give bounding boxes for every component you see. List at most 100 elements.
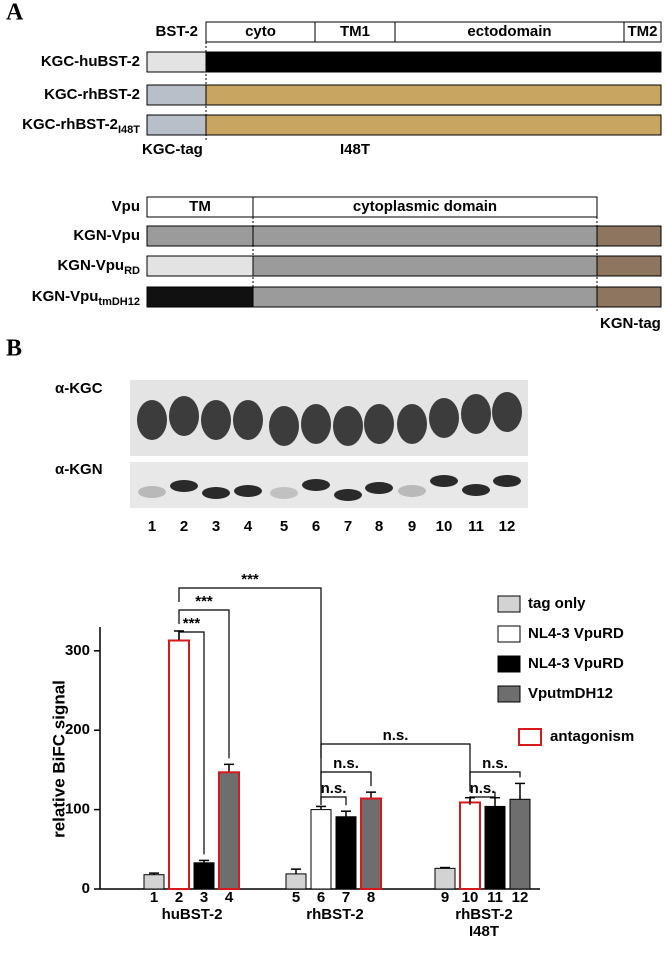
y-tick-label: 300 [65,642,90,659]
domain-label: TM [189,198,211,215]
significance-label: n.s. [482,755,508,772]
segment [205,84,662,106]
bar [310,809,332,890]
bar [335,816,357,890]
lane-label: 2 [175,889,183,906]
label-text: KGC-huBST-2 [41,53,140,70]
bar [168,639,190,890]
segment [146,84,207,106]
segment [146,51,207,73]
domain-label: TM2 [628,23,658,40]
bar [509,798,531,890]
segment [146,255,254,277]
band [201,400,231,440]
domain-label: cyto [245,23,276,40]
significance-label: n.s. [470,780,496,797]
significance-bracket [320,743,471,792]
row-label: KGN-VpuRD [57,257,140,277]
lane-label: 9 [441,889,449,906]
domain-label: ectodomain [467,23,551,40]
blot-label: α-KGN [55,461,103,478]
bar [459,801,481,891]
band [364,404,394,444]
lane-label: 12 [512,889,529,906]
label-subscript: I48T [118,124,140,136]
band [334,489,362,501]
significance-bracket [178,587,322,801]
lane-label: 2 [180,518,188,535]
significance-label: n.s. [333,755,359,772]
panel-label: B [6,336,22,362]
bar [360,797,382,890]
label-text: KGC-rhBST-2 [44,86,140,103]
y-tick-label: 200 [65,721,90,738]
legend-label: tag only [528,595,586,612]
legend-swatch [497,595,521,613]
x-category-label: rhBST-2 [306,906,364,923]
segment [146,225,254,247]
band [333,406,363,446]
significance-bracket [320,771,372,787]
y-axis-title: relative BiFC signal [49,680,68,838]
label-text: KGN-Vpu [32,288,99,305]
lane-label: 6 [317,889,325,906]
band [492,392,522,432]
domain-label: TM1 [340,23,370,40]
lane-label: 4 [225,889,234,906]
significance-label: n.s. [321,780,347,797]
band [234,485,262,497]
lane-label: 8 [375,518,383,535]
band [138,486,166,498]
legend-swatch [518,728,542,746]
segment [252,286,598,308]
row-label: KGC-huBST-2 [41,53,140,70]
band [429,398,459,438]
y-tick-label: 0 [82,880,90,897]
band [301,404,331,444]
band [462,484,490,496]
label-subscript: RD [124,265,140,277]
tag-label: KGC-tag [142,141,203,158]
segment [596,286,662,308]
label-subscript: tmDH12 [98,296,140,308]
lane-label: 7 [344,518,352,535]
label-text: KGN-Vpu [73,227,140,244]
band [430,475,458,487]
mutation-label: I48T [340,141,370,158]
segment [146,114,207,136]
segment [146,286,254,308]
significance-label: n.s. [383,727,409,744]
header-label: BST-2 [155,23,198,40]
bar [143,874,165,890]
lane-label: 3 [200,889,208,906]
x-category-label: huBST-2 [161,906,223,923]
band [202,487,230,499]
lane-label: 8 [367,889,375,906]
band [137,400,167,440]
domain-box [623,21,662,43]
segment [596,225,662,247]
row-label: KGC-rhBST-2I48T [22,116,140,136]
legend-swatch [497,625,521,643]
band [270,487,298,499]
row-label: KGN-VputmDH12 [32,288,140,308]
segment [596,255,662,277]
band [269,406,299,446]
blot-label: α-KGC [55,380,103,397]
legend-label: NL4-3 VpuRD [528,655,624,672]
lane-label: 6 [312,518,320,535]
panel-label: A [6,0,24,26]
bar [285,873,307,890]
legend-label: antagonism [550,728,634,745]
legend-swatch [497,655,521,673]
lane-label: 9 [408,518,416,535]
band [397,404,427,444]
row-label: KGC-rhBST-2 [44,86,140,103]
y-tick-label: 100 [65,801,90,818]
legend-label: NL4-3 VpuRD [528,625,624,642]
band [493,475,521,487]
lane-label: 4 [244,518,253,535]
lane-label: 1 [148,518,156,535]
lane-label: 7 [342,889,350,906]
band [398,485,426,497]
